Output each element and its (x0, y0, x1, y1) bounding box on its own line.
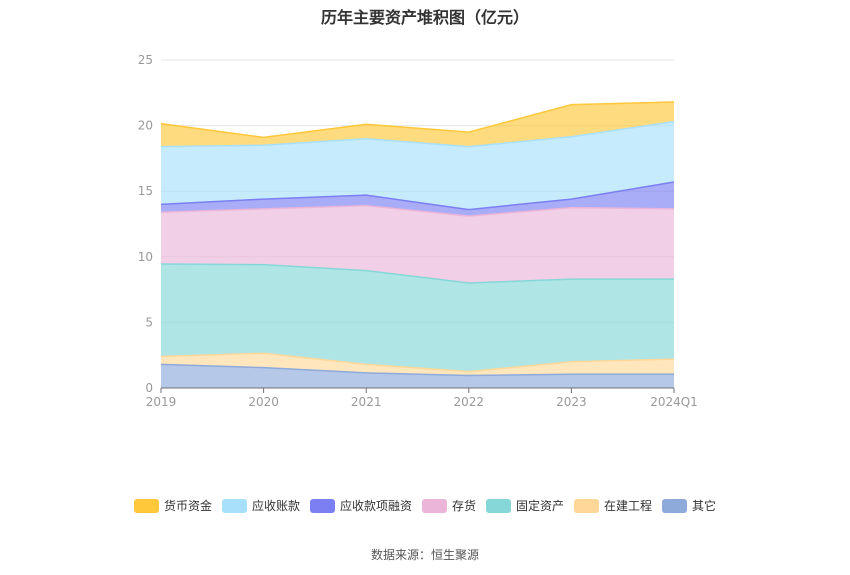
legend-item[interactable]: 固定资产 (486, 497, 564, 514)
legend-label: 货币资金 (163, 499, 212, 513)
series-line (160, 204, 675, 217)
legend-swatch (221, 498, 247, 513)
legend-swatch (662, 498, 688, 513)
legend-item[interactable]: 其它 (662, 497, 716, 514)
legend-item[interactable]: 在建工程 (574, 497, 652, 514)
legend-item[interactable]: 货币资金 (133, 497, 212, 514)
series-line (160, 263, 674, 284)
area-series (161, 353, 674, 376)
y-tick-label: 15 (138, 184, 153, 198)
x-tick-label: 2020 (248, 395, 279, 409)
legend-item[interactable]: 应收账款 (221, 497, 300, 514)
chart-title: 历年主要资产堆积图（亿元） (320, 8, 529, 27)
x-tick-label: 2019 (146, 395, 177, 409)
chart-legend: 货币资金 应收账款 应收款项融资 存货 固定资产 在建工程 其它 (0, 497, 850, 514)
legend-swatch (574, 498, 600, 513)
legend-label: 其它 (692, 499, 717, 513)
x-tick-label: 2024Q1 (650, 395, 698, 409)
legend-label: 存货 (451, 499, 476, 513)
series-line (160, 120, 675, 148)
area-series (161, 205, 674, 284)
legend-swatch (486, 498, 511, 513)
y-tick-label: 0 (145, 381, 153, 395)
area-series (161, 264, 674, 372)
series-line (160, 352, 675, 373)
area-series (161, 121, 674, 210)
x-tick-label: 2021 (351, 395, 382, 409)
y-tick-label: 5 (145, 315, 153, 329)
legend-swatch (133, 498, 159, 513)
area-series (161, 101, 674, 147)
legend-swatch (309, 498, 335, 513)
series-line (160, 101, 675, 139)
x-tick-label: 2023 (556, 395, 587, 409)
y-tick-label: 10 (138, 250, 153, 264)
legend-label: 固定资产 (516, 499, 565, 513)
area-series (161, 364, 674, 388)
legend-label: 在建工程 (604, 499, 653, 513)
data-source: 数据来源：恒生聚源 (370, 548, 479, 562)
y-tick-label: 25 (138, 53, 153, 67)
series-line (160, 181, 675, 211)
legend-swatch (421, 498, 447, 513)
series-line (160, 363, 674, 377)
legend-item[interactable]: 存货 (421, 497, 476, 514)
legend-item[interactable]: 应收款项融资 (309, 497, 412, 514)
legend-label: 应收款项融资 (339, 499, 412, 513)
legend-label: 应收账款 (251, 499, 300, 513)
y-tick-label: 20 (138, 119, 153, 133)
x-tick-label: 2022 (454, 395, 485, 409)
